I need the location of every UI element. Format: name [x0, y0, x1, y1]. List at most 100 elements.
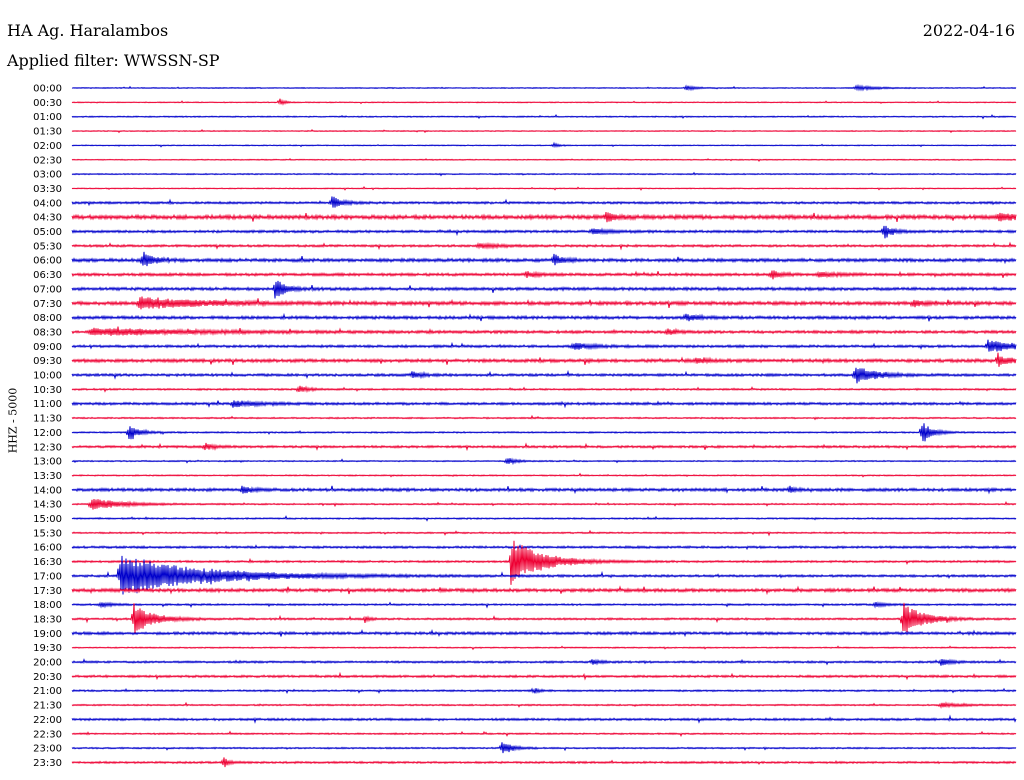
row-time-label: 16:00	[33, 543, 62, 554]
row-time-label: 17:30	[33, 586, 62, 597]
row-time-label: 03:00	[33, 170, 62, 181]
trace-line	[71, 83, 1017, 92]
trace-line	[71, 540, 1017, 585]
row-time-label: 07:30	[33, 299, 62, 310]
trace-line	[71, 211, 1017, 223]
trace-line	[71, 171, 1017, 177]
date-label: 2022-04-16	[922, 21, 1015, 40]
row-time-label: 00:30	[33, 98, 62, 109]
row-time-label: 13:00	[33, 457, 62, 468]
trace-line	[71, 585, 1017, 596]
row-time-label: 10:00	[33, 371, 62, 382]
station-title: HA Ag. Haralambos	[7, 21, 169, 40]
row-time-label: 21:30	[33, 701, 62, 712]
row-time-label: 08:30	[33, 327, 62, 338]
row-time-label: 02:30	[33, 155, 62, 166]
row-time-label: 10:30	[33, 385, 62, 396]
row-time-label: 23:30	[33, 758, 62, 769]
row-time-label: 16:30	[33, 557, 62, 568]
row-time-label: 22:00	[33, 715, 62, 726]
trace-line	[71, 367, 1017, 384]
trace-line	[71, 113, 1017, 120]
trace-line	[71, 312, 1017, 322]
trace-line	[71, 628, 1017, 638]
trace-line	[71, 352, 1017, 367]
row-time-label: 07:00	[33, 284, 62, 295]
trace-line	[71, 529, 1017, 537]
trace-line	[71, 730, 1017, 737]
row-time-label: 20:00	[33, 658, 62, 669]
row-time-label: 15:30	[33, 528, 62, 539]
row-time-label: 00:00	[33, 84, 62, 95]
filter-label: Applied filter: WWSSN-SP	[7, 51, 220, 70]
row-time-label: 23:00	[33, 744, 62, 755]
trace-line	[71, 658, 1017, 666]
row-time-label: 13:30	[33, 471, 62, 482]
row-time-label: 19:00	[33, 629, 62, 640]
row-time-label: 02:00	[33, 141, 62, 152]
row-time-label: 04:30	[33, 213, 62, 224]
trace-line	[71, 499, 1017, 510]
trace-line	[71, 742, 1017, 754]
trace-line	[71, 687, 1017, 695]
row-time-label: 04:00	[33, 198, 62, 209]
row-time-label: 05:00	[33, 227, 62, 238]
trace-line	[71, 141, 1017, 149]
trace-line	[71, 270, 1017, 280]
trace-line	[71, 186, 1017, 191]
trace-line	[71, 280, 1017, 299]
row-time-label: 06:30	[33, 270, 62, 281]
row-time-label: 08:00	[33, 313, 62, 324]
trace-line	[71, 472, 1017, 478]
trace-line	[71, 601, 1017, 609]
row-time-label: 11:00	[33, 399, 62, 410]
trace-line	[71, 225, 1017, 239]
trace-line	[71, 515, 1017, 522]
trace-line	[71, 339, 1017, 352]
row-time-label: 22:30	[33, 729, 62, 740]
trace-line	[71, 442, 1017, 452]
row-time-label: 14:00	[33, 485, 62, 496]
row-time-label: 09:30	[33, 356, 62, 367]
row-time-label: 20:30	[33, 672, 62, 683]
row-time-label: 18:30	[33, 614, 62, 625]
trace-line	[71, 701, 1017, 709]
trace-line	[71, 645, 1017, 651]
trace-line	[71, 251, 1017, 267]
trace-line	[71, 296, 1017, 310]
trace-line	[71, 457, 1017, 466]
row-time-label: 19:30	[33, 643, 62, 654]
row-time-label: 15:00	[33, 514, 62, 525]
trace-line	[71, 423, 1017, 442]
row-time-label: 03:30	[33, 184, 62, 195]
trace-line	[71, 757, 1017, 768]
trace-line	[71, 671, 1017, 681]
trace-line	[71, 157, 1017, 163]
row-time-label: 11:30	[33, 414, 62, 425]
row-time-label: 06:00	[33, 256, 62, 267]
trace-line	[71, 128, 1017, 134]
trace-line	[71, 555, 1017, 595]
trace-line	[71, 241, 1017, 251]
row-time-label: 12:30	[33, 442, 62, 453]
trace-line	[71, 399, 1017, 409]
trace-line	[71, 385, 1017, 393]
row-time-label: 01:00	[33, 112, 62, 123]
row-time-label: 17:00	[33, 571, 62, 582]
trace-line	[71, 485, 1017, 495]
trace-line	[71, 196, 1017, 208]
row-time-label: 09:00	[33, 342, 62, 353]
trace-line	[71, 326, 1017, 337]
row-time-label: 21:00	[33, 686, 62, 697]
trace-line	[71, 98, 1017, 106]
row-time-label: 05:30	[33, 241, 62, 252]
trace-line	[71, 602, 1017, 634]
trace-line	[71, 544, 1017, 551]
row-time-label: 12:00	[33, 428, 62, 439]
row-time-label: 18:00	[33, 600, 62, 611]
trace-line	[71, 414, 1017, 421]
row-time-label: 14:30	[33, 500, 62, 511]
trace-line	[71, 714, 1017, 724]
row-time-label: 01:30	[33, 127, 62, 138]
